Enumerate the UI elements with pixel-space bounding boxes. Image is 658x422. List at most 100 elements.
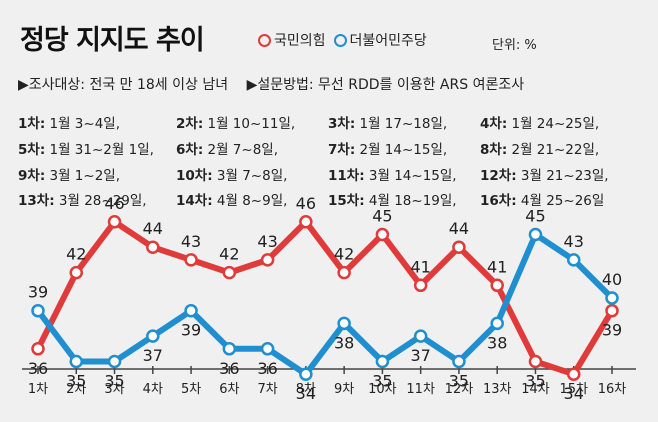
schedule-round: 15차: — [328, 193, 365, 209]
schedule-dates: 1월 3~4일, — [45, 116, 121, 132]
data-label: 44 — [449, 219, 469, 238]
data-point — [452, 354, 466, 369]
data-point — [299, 367, 313, 381]
schedule-round: 11차: — [328, 168, 365, 184]
schedule-round: 14차: — [176, 193, 213, 209]
series-line-dp — [35, 231, 615, 378]
schedule-item: 8차: 2월 21~22일, — [480, 138, 599, 158]
schedule-dates: 2월 14~15일, — [355, 142, 448, 158]
schedule-dates: 1월 31~2월 1일, — [45, 142, 154, 158]
schedule-dates: 3월 1~2일, — [45, 168, 121, 184]
schedule-round: 8차: — [480, 142, 508, 158]
data-label: 35 — [66, 372, 86, 391]
data-label: 37 — [143, 346, 163, 365]
x-tick-label: 3차 — [104, 382, 124, 397]
x-tick-label: 15차 — [559, 382, 588, 397]
data-label: 36 — [28, 359, 48, 378]
data-point — [566, 253, 581, 267]
data-label: 41 — [487, 257, 507, 276]
legend-ring-icon — [333, 33, 347, 47]
schedule-item: 3차: 1월 17~18일, — [328, 112, 447, 132]
schedule-dates: 1월 10~11일, — [203, 116, 296, 132]
x-tick-label: 8차 — [296, 382, 316, 397]
data-label: 37 — [410, 346, 430, 365]
data-label: 45 — [372, 207, 392, 226]
data-point — [528, 354, 543, 369]
data-label: 39 — [602, 321, 622, 340]
schedule-dates: 1월 17~18일, — [355, 116, 448, 132]
schedule-item: 13차: 3월 28~29일, — [18, 189, 147, 209]
schedule-item: 9차: 3월 1~2일, — [18, 164, 120, 184]
x-tick-label: 12차 — [445, 382, 474, 397]
schedule-dates: 4월 8~9일, — [212, 193, 288, 209]
data-label: 36 — [219, 359, 239, 378]
series-line-ppp — [35, 218, 615, 378]
data-point — [146, 329, 160, 343]
data-point — [566, 367, 581, 381]
schedule-item: 12차: 3월 21~23일, — [480, 164, 609, 184]
data-label: 35 — [104, 372, 124, 391]
data-point — [452, 240, 466, 254]
schedule-round: 16차: — [480, 193, 517, 209]
schedule-round: 6차: — [176, 142, 204, 158]
data-point — [31, 303, 45, 318]
schedule-item: 14차: 4월 8~9일, — [176, 189, 287, 209]
x-tick-label: 11차 — [406, 382, 435, 397]
x-tick-label: 9차 — [334, 382, 354, 397]
data-point — [413, 278, 428, 293]
data-point — [375, 227, 390, 242]
data-label: 43 — [257, 232, 277, 251]
data-point — [222, 265, 237, 280]
data-label: 40 — [602, 270, 622, 289]
x-tick-label: 6차 — [219, 382, 239, 397]
data-label: 41 — [410, 257, 430, 276]
schedule-dates: 3월 7~8일, — [212, 168, 288, 184]
data-label: 42 — [219, 245, 239, 264]
data-label: 39 — [28, 283, 48, 302]
data-point — [184, 303, 198, 318]
x-tick-label: 1차 — [28, 382, 48, 397]
data-point — [260, 342, 275, 356]
x-tick-label: 10차 — [368, 382, 397, 397]
data-label: 44 — [143, 219, 163, 238]
survey-method: ▶설문방법: 무선 RDD를 이용한 ARS 여론조사 — [246, 77, 525, 93]
x-tick-label: 7차 — [257, 382, 277, 397]
schedule-round: 12차: — [480, 168, 517, 184]
data-label: 36 — [257, 359, 277, 378]
schedule-item: 5차: 1월 31~2월 1일, — [18, 138, 154, 158]
data-point — [337, 265, 351, 280]
schedule-dates: 4월 18~19일, — [364, 193, 457, 209]
data-point — [107, 354, 122, 369]
data-label: 46 — [104, 194, 124, 213]
x-tick-label: 2차 — [66, 382, 86, 397]
schedule-item: 6차: 2월 7~8일, — [176, 138, 278, 158]
data-label: 42 — [66, 245, 86, 264]
schedule-item: 7차: 2월 14~15일, — [328, 138, 447, 158]
schedule-round: 1차: — [18, 116, 46, 132]
survey-info: ▶조사대상: 전국 만 18세 이상 남녀 ▶설문방법: 무선 RDD를 이용한… — [18, 74, 538, 94]
data-label: 34 — [296, 384, 316, 403]
x-tick-label: 14차 — [521, 382, 550, 397]
data-label: 46 — [296, 194, 316, 213]
schedule-item: 15차: 4월 18~19일, — [328, 189, 457, 209]
data-point — [69, 265, 84, 280]
schedule-round: 2차: — [176, 116, 204, 132]
data-point — [260, 253, 275, 267]
data-label: 43 — [181, 232, 201, 251]
data-label: 35 — [372, 372, 392, 391]
data-label: 35 — [449, 372, 469, 391]
schedule-round: 4차: — [480, 116, 508, 132]
data-label: 39 — [181, 321, 201, 340]
data-label: 45 — [525, 207, 545, 226]
schedule-dates: 1월 24~25일, — [507, 116, 600, 132]
legend-label: 더불어민주당 — [349, 33, 427, 49]
data-point — [146, 240, 160, 254]
data-point — [299, 215, 313, 229]
data-point — [375, 354, 390, 369]
schedule-item: 1차: 1월 3~4일, — [18, 112, 120, 132]
x-tick-label: 4차 — [143, 382, 163, 397]
schedule-dates: 3월 21~23일, — [516, 168, 609, 184]
schedule-item: 16차: 4월 25~26일 — [480, 189, 604, 209]
schedule-round: 7차: — [328, 142, 356, 158]
